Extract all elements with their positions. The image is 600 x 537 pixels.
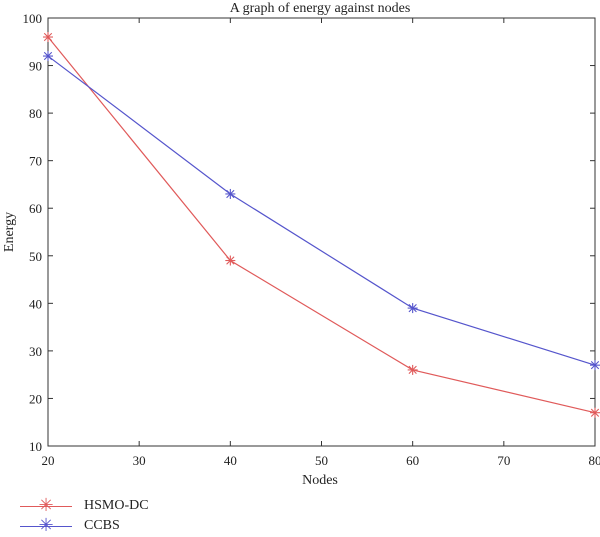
x-tick-label: 50 bbox=[315, 453, 328, 468]
x-tick-label: 70 bbox=[497, 453, 510, 468]
y-tick-label: 100 bbox=[23, 11, 43, 26]
data-point-ccbs bbox=[225, 189, 235, 199]
legend-label-ccbs: CCBS bbox=[84, 517, 120, 535]
legend-label-hsmo-dc: HSMO-DC bbox=[84, 497, 149, 515]
series-line-hsmo-dc bbox=[48, 37, 595, 413]
legend-item-ccbs: ✳ CCBS bbox=[20, 517, 180, 537]
y-tick-label: 80 bbox=[29, 106, 42, 121]
y-tick-label: 40 bbox=[29, 296, 42, 311]
plot-frame bbox=[48, 18, 595, 446]
x-tick-label: 80 bbox=[589, 453, 600, 468]
data-point-hsmo-dc bbox=[43, 32, 53, 42]
legend-item-hsmo-dc: ✳ HSMO-DC bbox=[20, 497, 180, 517]
data-point-hsmo-dc bbox=[225, 256, 235, 266]
y-tick-label: 10 bbox=[29, 439, 42, 454]
x-axis-label: Nodes bbox=[302, 473, 338, 488]
series-line-ccbs bbox=[48, 56, 595, 365]
chart-title: A graph of energy against nodes bbox=[230, 1, 411, 16]
y-tick-label: 90 bbox=[29, 59, 42, 74]
star-icon: ✳ bbox=[37, 516, 55, 536]
legend: ✳ HSMO-DC ✳ CCBS bbox=[20, 497, 180, 537]
x-tick-label: 30 bbox=[133, 453, 146, 468]
y-tick-label: 60 bbox=[29, 201, 42, 216]
y-tick-label: 70 bbox=[29, 154, 42, 169]
star-icon: ✳ bbox=[37, 496, 55, 516]
y-axis-label: Energy bbox=[2, 212, 17, 252]
y-tick-label: 20 bbox=[29, 391, 42, 406]
data-point-hsmo-dc bbox=[590, 408, 600, 418]
y-axis: 10 20 30 40 50 60 70 80 90 100 bbox=[23, 11, 596, 454]
data-point-hsmo-dc bbox=[408, 365, 418, 375]
x-tick-label: 40 bbox=[224, 453, 237, 468]
x-axis: 20 30 40 50 60 70 80 bbox=[42, 18, 600, 468]
x-tick-label: 20 bbox=[42, 453, 55, 468]
data-point-ccbs bbox=[408, 303, 418, 313]
data-point-ccbs bbox=[590, 360, 600, 370]
y-tick-label: 30 bbox=[29, 344, 42, 359]
x-tick-label: 60 bbox=[406, 453, 419, 468]
y-tick-label: 50 bbox=[29, 249, 42, 264]
data-point-ccbs bbox=[43, 51, 53, 61]
series-layer bbox=[43, 32, 600, 418]
